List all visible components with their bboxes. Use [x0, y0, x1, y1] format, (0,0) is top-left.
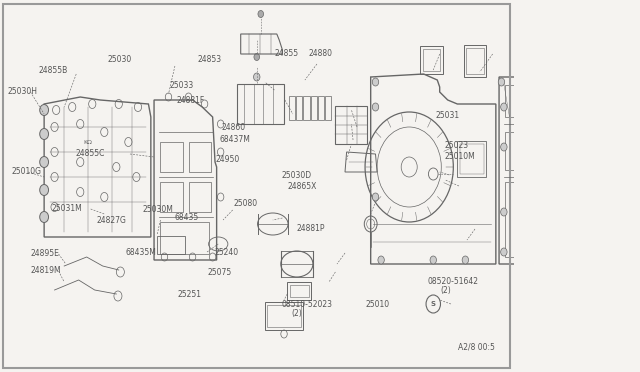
- Circle shape: [518, 300, 525, 308]
- Bar: [460, 144, 484, 174]
- Text: 24827G: 24827G: [97, 216, 127, 225]
- Text: 25023: 25023: [445, 141, 469, 150]
- Circle shape: [500, 208, 507, 216]
- Circle shape: [372, 193, 379, 201]
- Bar: [458, 141, 486, 177]
- Text: KΩ: KΩ: [84, 140, 93, 144]
- Circle shape: [378, 256, 385, 264]
- Text: 25030H: 25030H: [8, 87, 38, 96]
- Bar: [287, 282, 311, 300]
- Bar: [161, 142, 183, 172]
- Bar: [157, 236, 186, 254]
- Text: 24895E: 24895E: [31, 249, 60, 258]
- Circle shape: [258, 10, 264, 17]
- Bar: [506, 182, 592, 257]
- Text: 25031: 25031: [435, 111, 460, 120]
- Circle shape: [254, 54, 260, 61]
- Bar: [281, 251, 313, 277]
- Bar: [189, 142, 211, 172]
- Text: 24865X: 24865X: [287, 182, 317, 190]
- Text: 25031M: 25031M: [51, 204, 82, 213]
- Bar: [290, 285, 309, 297]
- Text: 25240: 25240: [214, 248, 239, 257]
- Text: 24855C: 24855C: [76, 149, 106, 158]
- Bar: [303, 96, 310, 120]
- Text: (2): (2): [440, 286, 451, 295]
- Text: 25030M: 25030M: [143, 205, 173, 214]
- Text: S: S: [431, 301, 436, 307]
- Text: 25010M: 25010M: [445, 152, 476, 161]
- Bar: [267, 305, 301, 327]
- Bar: [317, 96, 324, 120]
- Circle shape: [253, 73, 260, 81]
- Circle shape: [591, 88, 597, 96]
- Text: (2): (2): [292, 309, 303, 318]
- Text: 08520-51642: 08520-51642: [428, 278, 478, 286]
- Text: 25080: 25080: [234, 199, 258, 208]
- Text: 24853: 24853: [198, 55, 222, 64]
- Text: 24855: 24855: [275, 49, 299, 58]
- Bar: [289, 96, 295, 120]
- Bar: [161, 222, 209, 254]
- Bar: [189, 182, 211, 212]
- Circle shape: [40, 212, 49, 222]
- Bar: [296, 96, 303, 120]
- Circle shape: [500, 248, 507, 256]
- Text: 25010: 25010: [365, 300, 390, 309]
- Bar: [466, 48, 484, 74]
- Circle shape: [591, 118, 597, 126]
- Circle shape: [518, 258, 525, 266]
- Bar: [161, 182, 183, 212]
- Bar: [265, 302, 303, 330]
- Text: 68437M: 68437M: [220, 135, 251, 144]
- Circle shape: [591, 253, 597, 261]
- Text: 68435M: 68435M: [126, 248, 157, 257]
- Text: 24855B: 24855B: [38, 66, 68, 75]
- Text: 24881P: 24881P: [297, 224, 325, 233]
- Circle shape: [591, 46, 597, 54]
- Circle shape: [40, 128, 49, 140]
- Text: 24881F: 24881F: [176, 96, 204, 105]
- Text: 24860: 24860: [222, 123, 246, 132]
- Bar: [325, 96, 332, 120]
- Bar: [464, 45, 486, 77]
- Circle shape: [500, 103, 507, 111]
- Circle shape: [499, 78, 505, 86]
- Circle shape: [462, 256, 468, 264]
- Text: 25030D: 25030D: [282, 171, 312, 180]
- Text: 68435: 68435: [175, 213, 199, 222]
- Bar: [506, 85, 592, 117]
- Text: A2/8 00:5: A2/8 00:5: [458, 342, 495, 351]
- Circle shape: [40, 185, 49, 196]
- Circle shape: [40, 157, 49, 167]
- Circle shape: [554, 253, 561, 261]
- Text: 24819M: 24819M: [31, 266, 61, 275]
- Circle shape: [430, 256, 436, 264]
- Bar: [237, 84, 284, 124]
- Text: 24950: 24950: [216, 155, 240, 164]
- Circle shape: [554, 305, 561, 313]
- Circle shape: [372, 78, 379, 86]
- Circle shape: [40, 105, 49, 115]
- Bar: [310, 96, 317, 120]
- Circle shape: [573, 46, 579, 54]
- Bar: [506, 132, 592, 170]
- Text: 25030: 25030: [108, 55, 132, 64]
- Circle shape: [595, 306, 601, 314]
- Text: 24880: 24880: [308, 49, 332, 58]
- Text: 25033: 25033: [170, 81, 194, 90]
- Circle shape: [372, 103, 379, 111]
- Circle shape: [500, 143, 507, 151]
- Text: 25010G: 25010G: [12, 167, 42, 176]
- Bar: [420, 46, 443, 74]
- Text: 25075: 25075: [208, 268, 232, 277]
- Bar: [335, 106, 367, 144]
- Text: 25251: 25251: [177, 290, 201, 299]
- Bar: [423, 49, 440, 71]
- Text: 08510-52023: 08510-52023: [282, 300, 332, 309]
- Circle shape: [627, 260, 633, 268]
